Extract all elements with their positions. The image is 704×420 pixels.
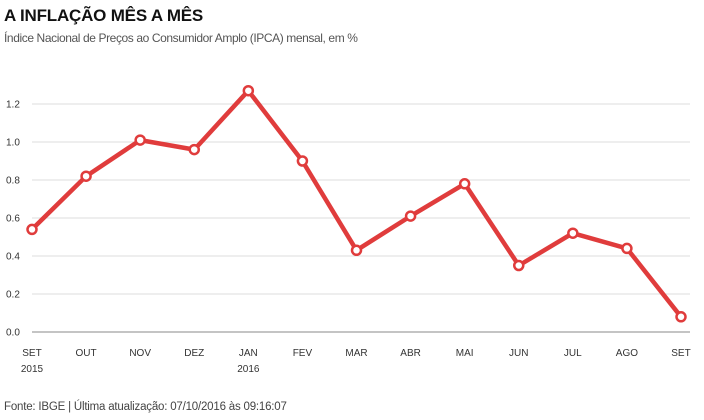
data-point	[296, 155, 309, 167]
source-note: Fonte: IBGE | Última atualização: 07/10/…	[4, 401, 287, 413]
x-tick-label: SET	[22, 348, 41, 359]
chart-subtitle: Índice Nacional de Preços ao Consumidor …	[4, 31, 358, 45]
series-line	[29, 88, 684, 320]
y-axis: 0.0 0.2 0.4 0.6 0.8 1.0 1.2	[6, 100, 20, 339]
y-tick-label: 0.0	[6, 328, 20, 339]
data-point	[350, 244, 363, 257]
y-tick-label: 1.2	[6, 100, 20, 111]
data-point	[134, 134, 146, 146]
x-tick-label: DEZ	[184, 348, 204, 359]
x-tick-label: MAR	[345, 348, 367, 359]
x-year-label: 2015	[21, 364, 44, 375]
y-tick-label: 0.2	[6, 290, 20, 301]
x-tick-label: JUN	[509, 348, 528, 359]
data-point	[513, 259, 525, 272]
y-tick-label: 0.8	[6, 176, 20, 187]
x-axis: SET 2015 OUT NOV DEZ JAN 2016 FEV MAR ABR MAI JUN JU…	[21, 348, 691, 375]
x-tick-label: NOV	[129, 348, 151, 359]
data-point	[242, 84, 255, 97]
x-year-label: 2016	[237, 364, 260, 375]
data-point	[80, 170, 92, 182]
x-tick-label: MAI	[456, 348, 474, 359]
data-point	[26, 223, 38, 236]
y-tick-label: 1.0	[6, 138, 20, 149]
data-point	[188, 143, 200, 156]
y-tick-label: 0.6	[6, 214, 20, 225]
x-tick-label: JAN	[239, 348, 258, 359]
x-tick-label: ABR	[400, 348, 421, 359]
data-point	[404, 210, 417, 222]
line-chart: 0.0 0.2 0.4 0.6 0.8 1.0 1.2 SET 2015 OUT NOV DEZ JA…	[6, 84, 691, 375]
data-point	[458, 178, 471, 190]
data-point	[567, 227, 579, 239]
y-tick-label: 0.4	[6, 252, 20, 263]
x-tick-label: AGO	[616, 348, 638, 359]
chart-title: A INFLAÇÃO MÊS A MÊS	[4, 6, 204, 25]
grid-layer	[32, 103, 690, 333]
data-point	[621, 242, 633, 255]
data-points	[26, 84, 687, 323]
x-tick-label: FEV	[293, 348, 313, 359]
x-tick-label: SET	[671, 348, 690, 359]
x-tick-label: JUL	[564, 348, 582, 359]
data-point	[675, 311, 687, 323]
x-tick-label: OUT	[76, 348, 97, 359]
